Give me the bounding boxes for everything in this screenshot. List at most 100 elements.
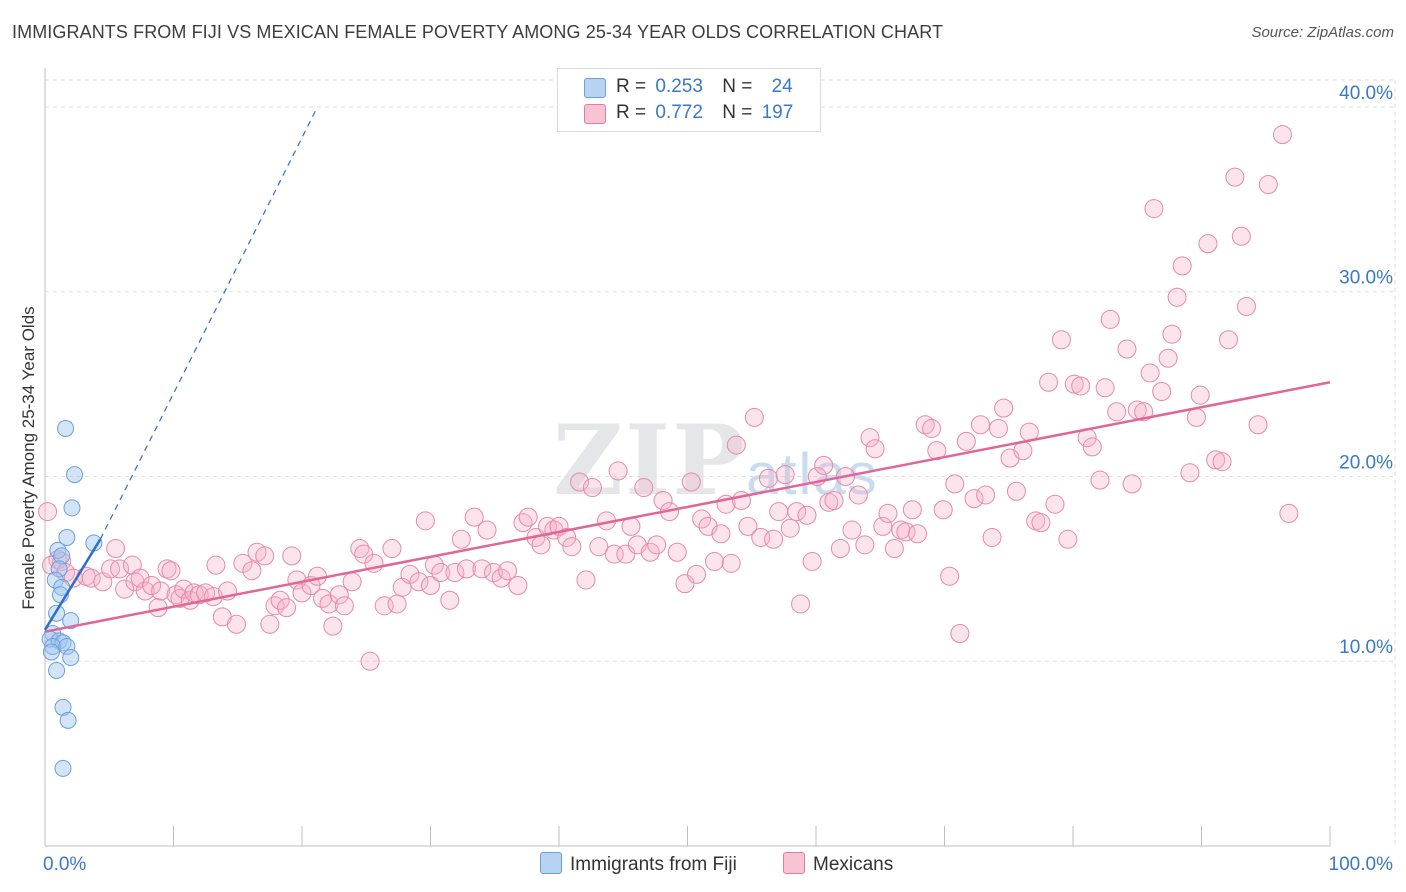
- data-point-mexicans: [1172, 256, 1192, 276]
- data-point-mexicans: [415, 511, 435, 531]
- data-point-mexicans: [282, 546, 302, 566]
- legend-swatch-mexicans: [584, 104, 606, 124]
- source-label: Source: ZipAtlas.com: [1251, 24, 1394, 41]
- data-point-mexicans: [260, 614, 280, 634]
- data-point-mexicans: [1186, 407, 1206, 427]
- data-point-fiji: [44, 637, 62, 655]
- data-point-fiji: [54, 759, 72, 777]
- data-point-mexicans: [922, 418, 942, 438]
- data-point-mexicans: [647, 535, 667, 555]
- data-point-mexicans: [431, 563, 451, 583]
- data-point-mexicans: [115, 579, 135, 599]
- data-point-mexicans: [1031, 513, 1051, 533]
- legend-text-mexicans: R = 0.772 N = 197: [616, 102, 793, 124]
- data-point-mexicans: [824, 490, 844, 510]
- data-point-mexicans: [780, 518, 800, 538]
- legend-n-label: N =: [722, 76, 753, 97]
- bottom-legend-swatch-fiji: [540, 852, 562, 874]
- data-point-mexicans: [873, 516, 893, 536]
- data-point-mexicans: [161, 561, 181, 581]
- legend-r-label: R =: [616, 102, 647, 123]
- data-point-mexicans: [865, 439, 885, 459]
- data-point-mexicans: [135, 581, 155, 601]
- legend-r-value-fiji: 0.253: [655, 76, 703, 97]
- data-point-mexicans: [456, 559, 476, 579]
- data-point-mexicans: [1071, 376, 1091, 396]
- data-point-mexicans: [513, 513, 533, 533]
- data-point-mexicans: [994, 398, 1014, 418]
- data-point-mexicans: [1064, 374, 1084, 394]
- data-point-fiji: [54, 698, 72, 716]
- y-tick-label: 30.0%: [1339, 268, 1393, 289]
- data-point-mexicans: [686, 564, 706, 584]
- data-point-mexicans: [498, 561, 518, 581]
- data-point-mexicans: [1051, 330, 1071, 350]
- data-point-mexicans: [933, 500, 953, 520]
- data-point-mexicans: [681, 472, 701, 492]
- data-point-mexicans: [1095, 378, 1115, 398]
- gridlines: [45, 79, 1396, 846]
- data-point-mexicans: [1162, 324, 1182, 344]
- data-point-mexicans: [1100, 309, 1120, 329]
- data-point-mexicans: [1190, 385, 1210, 405]
- bottom-legend-label-mexicans: Mexicans: [813, 854, 894, 875]
- legend-r-value-mexicans: 0.772: [655, 102, 703, 123]
- trend-line-mexicans: [44, 381, 1331, 633]
- data-point-mexicans: [1140, 363, 1160, 383]
- data-point-mexicans: [1090, 470, 1110, 490]
- data-point-mexicans: [675, 574, 695, 594]
- data-point-mexicans: [758, 468, 778, 488]
- data-point-mexicans: [721, 553, 741, 573]
- trend-line-fiji: [43, 538, 102, 631]
- data-point-mexicans: [915, 415, 935, 435]
- data-point-mexicans: [726, 435, 746, 455]
- data-point-mexicans: [350, 539, 370, 559]
- data-point-mexicans: [445, 563, 465, 583]
- data-point-mexicans: [704, 551, 724, 571]
- data-point-mexicans: [940, 566, 960, 586]
- data-point-mexicans: [640, 542, 660, 562]
- data-point-mexicans: [1180, 463, 1200, 483]
- data-point-fiji: [62, 649, 80, 667]
- data-point-mexicans: [1006, 481, 1026, 501]
- data-point-mexicans: [1279, 503, 1299, 523]
- data-point-mexicans: [970, 415, 990, 435]
- data-point-mexicans: [1117, 339, 1137, 359]
- legend-n-value-mexicans: 197: [761, 102, 794, 123]
- bottom-legend-label-fiji: Immigrants from Fiji: [570, 854, 737, 875]
- data-point-mexicans: [616, 544, 636, 564]
- legend-box: R = 0.253 N = 24 R = 0.772 N = 197: [557, 68, 821, 132]
- series-fiji: [41, 419, 103, 777]
- data-point-mexicans: [242, 561, 262, 581]
- data-point-fiji: [59, 711, 77, 729]
- data-point-fiji: [63, 499, 81, 517]
- data-point-mexicans: [1231, 226, 1251, 246]
- data-point-mexicans: [976, 485, 996, 505]
- data-point-fiji: [42, 643, 60, 661]
- data-point-mexicans: [667, 542, 687, 562]
- data-point-mexicans: [1039, 372, 1059, 392]
- data-point-mexicans: [277, 598, 297, 618]
- data-point-mexicans: [1225, 167, 1245, 187]
- data-point-mexicans: [130, 568, 150, 588]
- data-point-mexicans: [787, 502, 807, 522]
- x-tick-label: 100.0%: [1329, 854, 1394, 875]
- watermark-main: ZIP: [553, 404, 747, 517]
- data-point-mexicans: [38, 502, 58, 522]
- data-point-mexicans: [329, 585, 349, 605]
- data-point-mexicans: [206, 555, 226, 575]
- data-point-mexicans: [226, 614, 246, 634]
- data-point-fiji: [62, 612, 80, 630]
- data-point-fiji: [58, 637, 76, 655]
- data-point-mexicans: [604, 544, 624, 564]
- data-point-mexicans: [797, 505, 817, 525]
- trend-lines: [43, 106, 1331, 633]
- data-point-mexicans: [908, 524, 928, 544]
- data-point-mexicans: [464, 507, 484, 527]
- bottom-legend-mexicans: Mexicans: [783, 852, 893, 876]
- data-point-mexicans: [1206, 450, 1226, 470]
- data-point-mexicans: [1272, 125, 1292, 145]
- data-point-mexicans: [142, 575, 162, 595]
- series-mexicans: [38, 125, 1299, 671]
